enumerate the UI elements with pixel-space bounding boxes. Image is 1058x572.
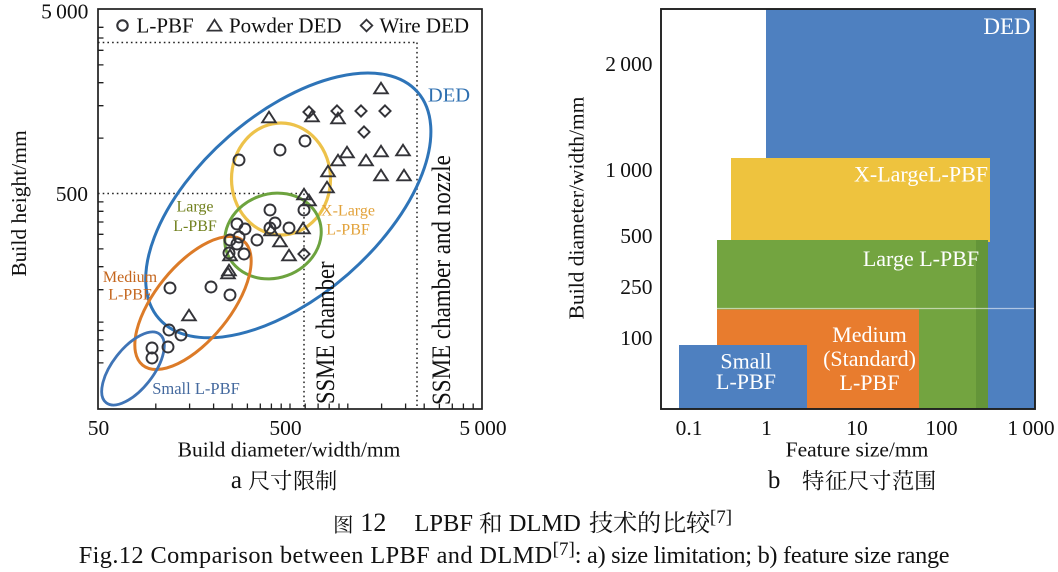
svg-text:Large: Large <box>176 199 213 216</box>
svg-text:Feature size/mm: Feature size/mm <box>786 438 929 462</box>
svg-text:SSME chamber: SSME chamber <box>312 261 341 404</box>
svg-text:500: 500 <box>620 224 652 248</box>
svg-text:L-PBF: L-PBF <box>137 14 194 38</box>
svg-text:Small: Small <box>720 349 771 374</box>
svg-text:Build diameter/width/mm: Build diameter/width/mm <box>178 438 401 462</box>
svg-text:5 000: 5 000 <box>459 416 506 440</box>
svg-text:Large L-PBF: Large L-PBF <box>863 246 979 271</box>
svg-text:1 000: 1 000 <box>1007 416 1054 440</box>
svg-text:X-LargeL-PBF: X-LargeL-PBF <box>854 162 988 187</box>
svg-text:50: 50 <box>88 416 110 440</box>
svg-text:Small L-PBF: Small L-PBF <box>152 379 240 398</box>
svg-text:1: 1 <box>761 416 772 440</box>
svg-text:10: 10 <box>846 416 868 440</box>
svg-text:DED: DED <box>983 14 1030 39</box>
svg-text:100: 100 <box>925 416 957 440</box>
svg-text:DED: DED <box>428 85 470 107</box>
svg-text:5 000: 5 000 <box>41 0 88 24</box>
svg-text:Build diameter/width/mm: Build diameter/width/mm <box>565 96 589 319</box>
svg-text:0.1: 0.1 <box>676 416 703 440</box>
svg-text:L-PBF: L-PBF <box>716 369 776 394</box>
svg-text:L-PBF: L-PBF <box>173 218 217 235</box>
svg-text:2 000: 2 000 <box>605 52 652 76</box>
svg-text:L-PBF: L-PBF <box>326 222 370 239</box>
svg-text:Wire DED: Wire DED <box>380 14 470 38</box>
svg-text:500: 500 <box>56 182 88 206</box>
svg-text:L-PBF: L-PBF <box>108 287 152 304</box>
svg-text:SSME chamber and nozzle: SSME chamber and nozzle <box>428 155 457 405</box>
svg-text:500: 500 <box>269 416 301 440</box>
svg-text:Build height/mm: Build height/mm <box>7 130 31 277</box>
svg-text:1 000: 1 000 <box>605 158 652 182</box>
svg-text:Medium: Medium <box>103 269 158 286</box>
svg-text:X-Large: X-Large <box>321 202 375 219</box>
svg-text:100: 100 <box>620 326 652 350</box>
svg-text:Medium: Medium <box>832 322 907 347</box>
svg-text:L-PBF: L-PBF <box>840 370 900 395</box>
svg-text:250: 250 <box>620 275 652 299</box>
svg-text:(Standard): (Standard) <box>823 346 916 371</box>
svg-text:Powder DED: Powder DED <box>229 14 342 38</box>
